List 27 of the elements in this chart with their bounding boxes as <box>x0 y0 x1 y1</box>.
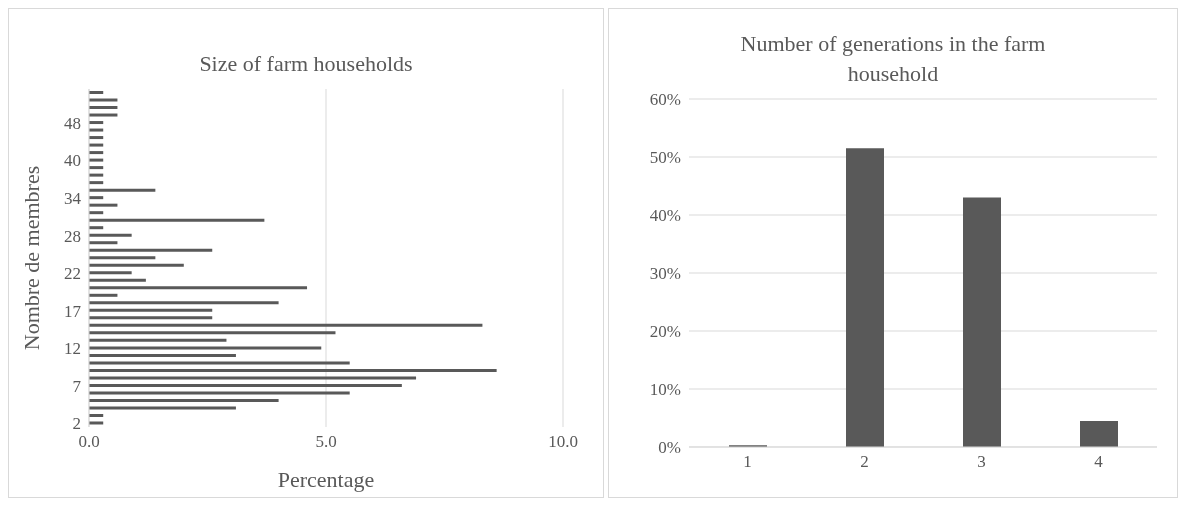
x-tick-label: 0.0 <box>78 432 100 452</box>
x-tick-label: 4 <box>1094 452 1104 472</box>
y-tick-label: 28 <box>64 226 81 246</box>
y-tick-label: 7 <box>72 376 82 396</box>
x-tick-label: 2 <box>860 452 869 472</box>
x-tick-label: 3 <box>977 452 986 472</box>
y-tick-label: 22 <box>64 264 81 284</box>
y-tick-label: 48 <box>64 113 81 133</box>
y-tick-label: 20% <box>649 322 681 342</box>
y-tick-label: 40 <box>64 151 81 171</box>
y-tick-label: 0% <box>658 438 681 458</box>
y-tick-label: 30% <box>649 264 681 284</box>
y-tick-label: 12 <box>64 339 81 359</box>
y-tick-label: 2 <box>72 414 81 434</box>
y-tick-label: 34 <box>64 188 82 208</box>
y-tick-label: 10% <box>649 380 681 400</box>
x-axis-title: Percentage <box>277 466 375 492</box>
y-tick-label: 50% <box>649 148 681 168</box>
chart-title: Size of farm households <box>199 50 413 78</box>
y-axis-title: Nombre de membres <box>18 165 44 351</box>
x-tick-label: 5.0 <box>315 432 337 452</box>
y-tick-label: 40% <box>649 206 681 226</box>
x-tick-label: 10.0 <box>548 432 578 452</box>
y-tick-label: 17 <box>64 301 82 321</box>
chart-title: Number of generations in the farm household <box>740 30 1046 88</box>
y-tick-label: 60% <box>649 90 681 110</box>
x-tick-label: 1 <box>743 452 752 472</box>
